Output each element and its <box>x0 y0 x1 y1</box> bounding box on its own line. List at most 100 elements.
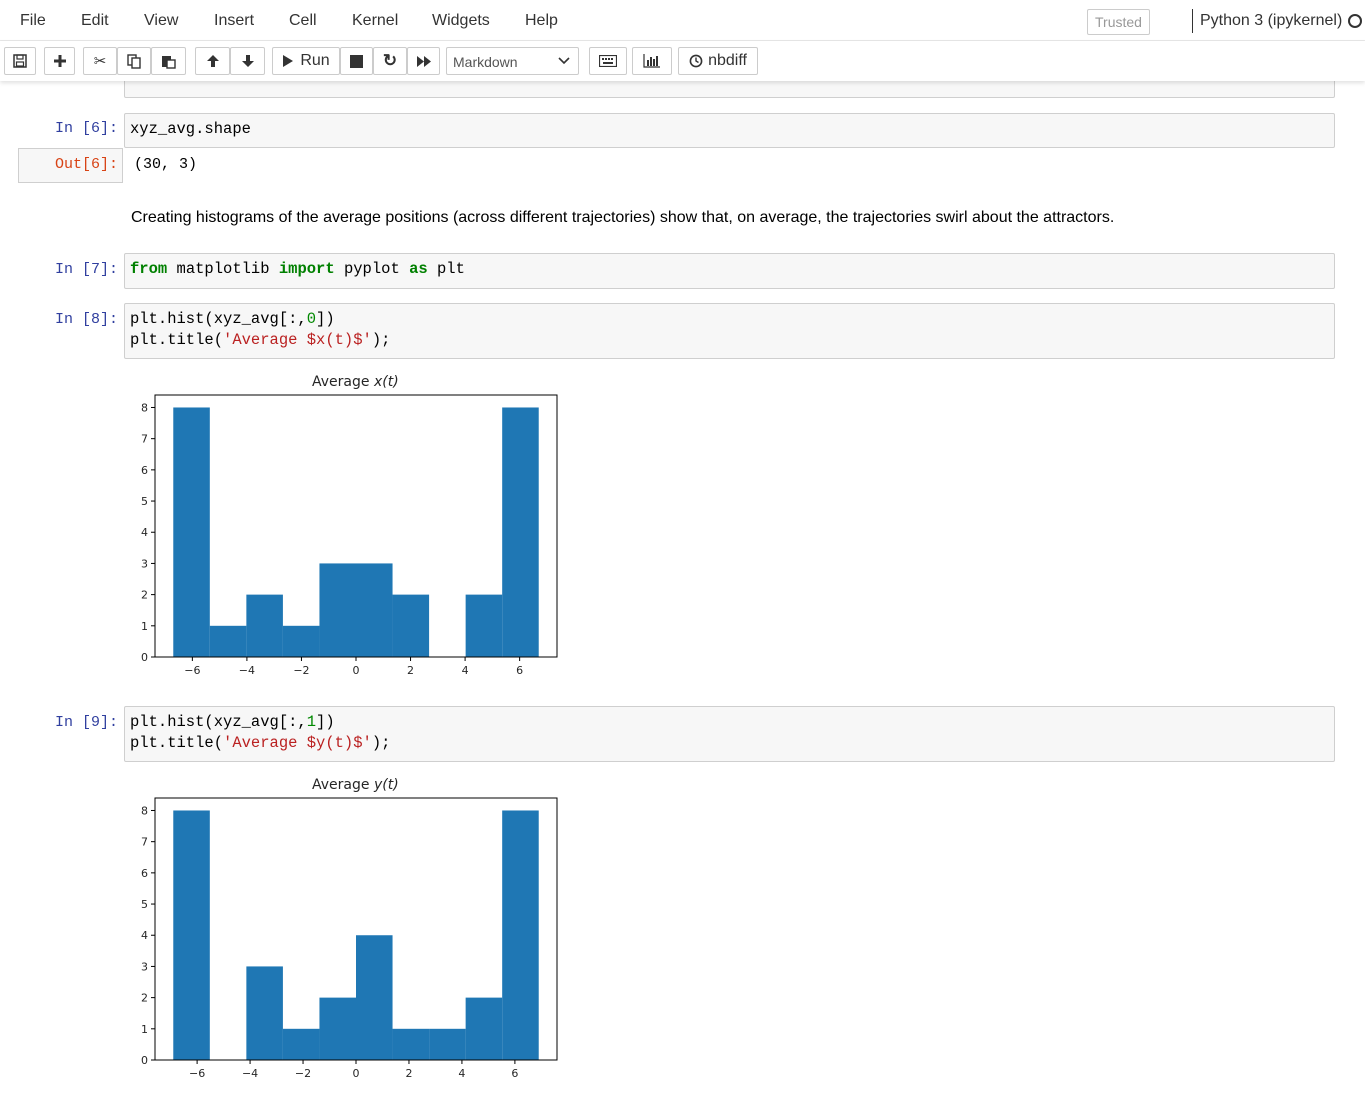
play-icon <box>283 55 294 67</box>
keyword: import <box>278 260 335 278</box>
histogram-bar <box>356 563 393 657</box>
code-cell-7-input[interactable]: from matplotlib import pyplot as plt <box>124 253 1335 289</box>
histogram-bar <box>502 407 539 657</box>
clock-icon <box>689 54 703 68</box>
x-tick-label: −6 <box>184 664 200 677</box>
chart-title-prefix: Average <box>312 374 374 390</box>
menu-view[interactable]: View <box>144 12 179 29</box>
histogram-bar <box>246 594 283 657</box>
move-up-button[interactable] <box>195 47 230 75</box>
restart-run-all-button[interactable] <box>407 47 440 75</box>
output-prompt: Out[6]: <box>54 156 118 173</box>
y-tick-label: 3 <box>141 960 148 973</box>
code-text: ); <box>371 734 391 752</box>
y-tick-label: 2 <box>141 992 148 1005</box>
input-prompt: In [9]: <box>54 714 118 731</box>
restart-button[interactable]: ↻ <box>373 47 407 75</box>
paste-button[interactable] <box>151 47 186 75</box>
interrupt-button[interactable] <box>340 47 373 75</box>
y-tick-label: 1 <box>141 620 148 633</box>
code-number: 1 <box>306 713 317 731</box>
histogram-bar <box>246 966 283 1060</box>
x-tick-label: 2 <box>405 1067 412 1080</box>
y-tick-label: 8 <box>141 804 148 817</box>
code-string: 'Average $y(t)$' <box>223 734 372 752</box>
histogram-x-chart: 0 1 2 3 4 5 6 7 8 −6 −4 −2 0 2 4 6 <box>141 394 558 677</box>
code-text: plt.title( <box>130 734 224 752</box>
y-tick-label: 5 <box>141 898 148 911</box>
histogram-bar <box>429 1028 466 1060</box>
chart-title: Average x(t) <box>312 374 399 390</box>
move-down-button[interactable] <box>230 47 265 75</box>
run-label: Run <box>300 52 330 69</box>
y-tick-label: 2 <box>141 589 148 602</box>
copy-icon <box>126 53 141 69</box>
menu-edit[interactable]: Edit <box>81 12 109 29</box>
stop-icon <box>350 54 363 68</box>
code-text: plt.hist(xyz_avg[:, <box>130 713 307 731</box>
y-tick-label: 1 <box>141 1023 148 1036</box>
code-text: ]) <box>316 713 335 731</box>
menu-cell[interactable]: Cell <box>289 12 317 29</box>
code-text: ); <box>371 331 391 349</box>
kernel-idle-icon <box>1348 14 1362 28</box>
code-cell-9-input[interactable]: plt.hist(xyz_avg[:,1]) plt.title('Averag… <box>124 706 1335 762</box>
x-tick-label: 4 <box>458 1067 465 1080</box>
arrow-down-icon <box>241 55 254 67</box>
nbdiff-button[interactable]: nbdiff <box>678 47 758 75</box>
menu-kernel[interactable]: Kernel <box>352 12 399 29</box>
cell-type-select[interactable]: Markdown <box>446 47 579 75</box>
copy-button[interactable] <box>117 47 151 75</box>
y-tick-label: 7 <box>141 433 148 446</box>
input-prompt: In [7]: <box>54 261 118 278</box>
code-number: 0 <box>306 310 317 328</box>
insert-cell-button[interactable] <box>44 47 75 75</box>
chart-title-var: x(t) <box>373 374 399 390</box>
save-icon <box>13 54 27 68</box>
keyboard-icon <box>599 55 617 67</box>
histogram-bar <box>319 997 356 1060</box>
chart-title-var: y(t) <box>373 777 399 793</box>
y-tick-label: 0 <box>141 1054 148 1067</box>
code-cell-6-input[interactable]: xyz_avg.shape <box>124 113 1335 148</box>
arrow-up-icon <box>206 55 219 67</box>
histogram-bar <box>319 563 356 657</box>
run-button[interactable]: Run <box>272 47 340 75</box>
histogram-bar <box>465 594 503 657</box>
output-prompt-box[interactable] <box>18 148 123 183</box>
histogram-bar <box>392 1028 430 1060</box>
menu-help[interactable]: Help <box>525 12 558 29</box>
kernel-name[interactable]: Python 3 (ipykernel) <box>1200 12 1343 29</box>
menu-file[interactable]: File <box>20 12 46 29</box>
code-cell-5-input[interactable] <box>124 81 1335 98</box>
code-line: xyz_avg.shape <box>130 120 251 138</box>
keyword: as <box>409 260 428 278</box>
cut-button[interactable]: ✂ <box>83 47 117 75</box>
menu-bar: File Edit View Insert Cell Kernel Widget… <box>0 0 1365 41</box>
input-prompt: In [6]: <box>54 120 118 137</box>
command-palette-button[interactable] <box>589 47 627 75</box>
paste-icon <box>162 55 176 69</box>
histogram-bar <box>282 625 320 657</box>
code-text: pyplot <box>334 260 410 278</box>
histogram-bar <box>282 1028 320 1060</box>
code-text: plt.title( <box>130 331 224 349</box>
trusted-indicator[interactable]: Trusted <box>1087 9 1150 35</box>
menu-widgets[interactable]: Widgets <box>432 12 490 29</box>
histogram-bar <box>502 810 539 1060</box>
chart-button[interactable] <box>632 47 672 75</box>
histogram-bar <box>209 625 247 657</box>
histogram-bar <box>392 594 430 657</box>
y-tick-label: 4 <box>141 929 148 942</box>
restart-icon: ↻ <box>382 51 398 70</box>
code-cell-8-input[interactable]: plt.hist(xyz_avg[:,0]) plt.title('Averag… <box>124 303 1335 359</box>
y-tick-label: 5 <box>141 495 148 508</box>
x-tick-label: −2 <box>293 664 309 677</box>
menu-insert[interactable]: Insert <box>214 12 255 29</box>
x-tick-label: 2 <box>407 664 414 677</box>
histogram-bar <box>465 997 503 1060</box>
y-tick-label: 0 <box>141 651 148 664</box>
histogram-y-chart: 0 1 2 3 4 5 6 7 8 −6 −4 −2 0 2 4 6 <box>141 797 558 1080</box>
save-button[interactable] <box>4 47 36 75</box>
code-text: ]) <box>316 310 335 328</box>
